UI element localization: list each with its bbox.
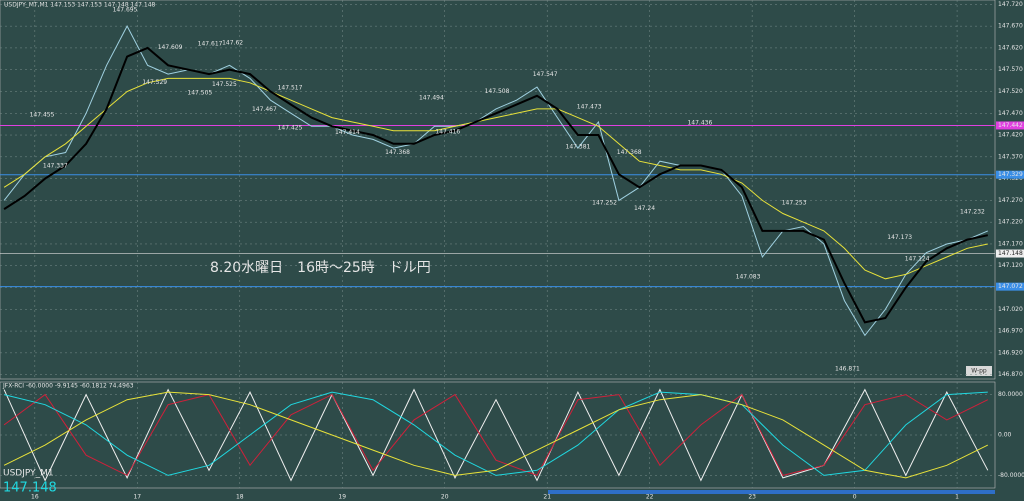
y-tick-label: 146.970 <box>998 328 1023 335</box>
price-annotation: 147.436 <box>687 120 712 127</box>
x-tick-label: 23 <box>748 494 756 501</box>
level-label: 147.442 <box>998 122 1023 129</box>
sub-title: JFX-RCI -60.0000 -9.9145 -60.1812 74.496… <box>2 383 134 390</box>
price-annotation: 146.871 <box>835 366 860 373</box>
x-tick-label: 18 <box>236 494 244 501</box>
price-annotation: 147.253 <box>782 199 807 206</box>
y-tick-label: 147.220 <box>998 219 1023 226</box>
price-annotation: 147.517 <box>278 84 303 91</box>
last-price-label: 147.148 <box>998 250 1023 257</box>
price-annotation: 147.62 <box>222 39 243 46</box>
price-annotation: 147.124 <box>905 255 930 262</box>
price-annotation: 147.473 <box>577 103 602 110</box>
y-tick-label: 147.520 <box>998 88 1023 95</box>
main-title: USDJPY_MT,M1 147.153 147.153 147.148 147… <box>4 2 156 9</box>
series-line <box>3 391 989 479</box>
y-tick-label: 147.720 <box>998 1 1023 8</box>
y-tick-label: 147.170 <box>998 240 1023 247</box>
level-box <box>996 170 1024 179</box>
x-tick-label: 20 <box>441 494 449 501</box>
price-annotation: 147.416 <box>435 128 460 135</box>
price-annotation: 147.368 <box>385 149 410 156</box>
y-tick-label: 146.920 <box>998 349 1023 356</box>
price-annotation: 147.505 <box>187 90 212 97</box>
x-tick-label: 17 <box>133 494 141 501</box>
level-box <box>996 282 1024 291</box>
price-annotation: 147.24 <box>634 205 655 212</box>
series-line <box>3 77 988 280</box>
series-line <box>3 391 988 476</box>
price-annotation: 147.547 <box>533 71 558 78</box>
main-frame <box>0 0 996 380</box>
y-tick-label: 147.470 <box>998 110 1023 117</box>
y-tick-label: 147.020 <box>998 306 1023 313</box>
series-line <box>3 46 989 324</box>
badge-box <box>966 366 992 376</box>
y-tick-label: -80.0000 <box>998 472 1024 479</box>
sub-frame <box>0 381 996 489</box>
price-annotation: 147.609 <box>158 44 183 51</box>
x-tick-label: 22 <box>646 494 654 501</box>
price-annotation: 147.617 <box>198 41 223 48</box>
badge: W-pp <box>971 368 987 375</box>
price-annotation: 147.494 <box>419 94 444 101</box>
price-annotation: 147.425 <box>278 124 303 131</box>
session-bar <box>548 490 995 494</box>
price-annotation: 147.173 <box>887 234 912 241</box>
y-tick-label: 147.570 <box>998 66 1023 73</box>
price-annotation: 147.508 <box>485 88 510 95</box>
price-annotation: 147.695 <box>113 7 138 14</box>
price-annotation: 147.252 <box>592 200 617 207</box>
y-tick-label: 0.00 <box>998 432 1012 439</box>
y-tick-label: 80.0000 <box>998 391 1023 398</box>
series-line <box>3 393 989 477</box>
symbol: USDJPY_M1 <box>3 469 54 479</box>
price-annotation: 147.525 <box>212 81 237 88</box>
price-annotation: 147.414 <box>335 129 360 136</box>
level-label: 147.329 <box>998 171 1023 178</box>
y-tick-label: 147.270 <box>998 197 1023 204</box>
price-annotation: 147.381 <box>566 144 591 151</box>
y-tick-label: 147.620 <box>998 44 1023 51</box>
x-tick-label: 0 <box>853 494 857 501</box>
price-annotation: 147.467 <box>252 106 277 113</box>
caption: 8.20水曜日 16時～25時 ドル円 <box>210 260 431 276</box>
y-tick-label: 146.870 <box>998 371 1023 378</box>
y-tick-label: 147.370 <box>998 153 1023 160</box>
last-price-box <box>996 249 1024 258</box>
last-price-big: 147.148 <box>3 481 57 496</box>
price-annotation: 147.232 <box>960 208 985 215</box>
y-tick-label: 147.420 <box>998 132 1023 139</box>
y-tick-label: 147.670 <box>998 23 1023 30</box>
price-annotation: 147.455 <box>30 111 55 118</box>
price-annotation: 147.083 <box>736 273 761 280</box>
x-tick-label: 1 <box>955 494 959 501</box>
price-annotation: 147.337 <box>43 163 68 170</box>
price-annotation: 147.368 <box>617 149 642 156</box>
x-tick-label: 16 <box>31 494 39 501</box>
level-label: 147.072 <box>998 283 1023 290</box>
y-tick-label: 147.120 <box>998 262 1023 269</box>
level-box <box>996 121 1024 130</box>
x-tick-label: 21 <box>543 494 551 501</box>
x-tick-label: 19 <box>338 494 346 501</box>
series-line <box>3 25 988 337</box>
price-annotation: 147.529 <box>142 79 167 86</box>
